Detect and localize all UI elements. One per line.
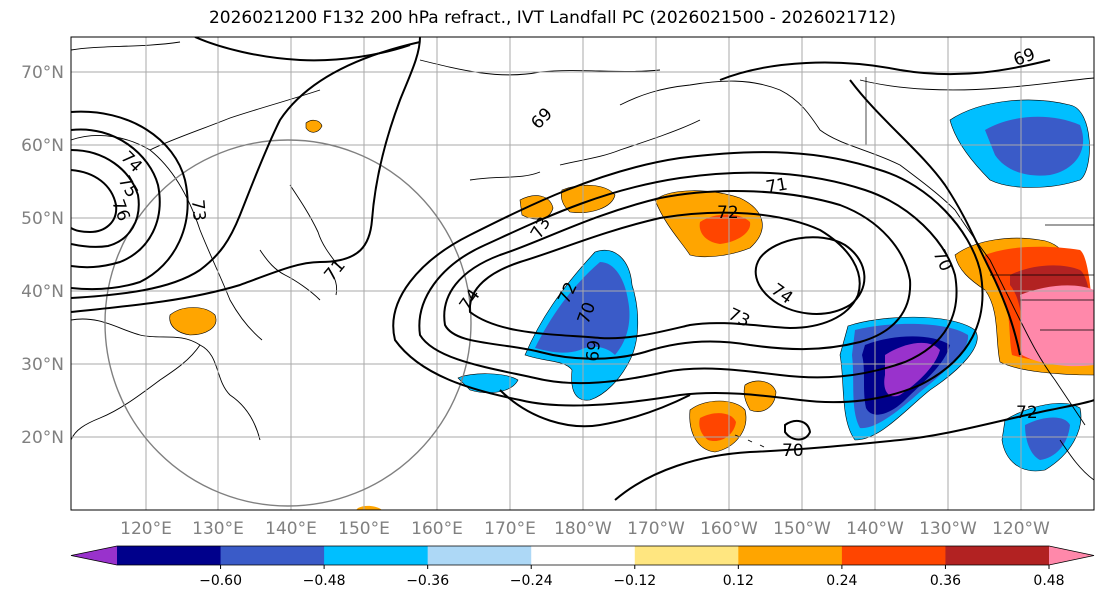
colorbar-extend-high <box>1049 546 1094 565</box>
lat-axis: 70°N 60°N 50°N 40°N 30°N 20°N <box>21 63 64 448</box>
negative-anomaly-region <box>535 262 630 355</box>
shaded-field <box>169 99 1094 510</box>
lon-axis: 120°E 130°E 140°E 150°E 160°E 170°E 180°… <box>120 519 1050 539</box>
colorbar-swatch <box>945 546 1050 565</box>
lon-tick-label: 150°W <box>773 519 831 539</box>
colorbar-outline <box>70 545 1095 566</box>
lat-tick-label: 20°N <box>21 428 64 448</box>
lon-tick-label: 160°W <box>700 519 758 539</box>
lon-tick-label: 130°E <box>192 519 244 539</box>
colorbar-extend-low <box>71 546 117 565</box>
colorbar-swatch <box>531 546 636 565</box>
reference-circle <box>104 139 472 507</box>
colorbar-tick-label: −0.60 <box>199 573 242 589</box>
map-border <box>70 36 1095 511</box>
colorbar-swatches <box>70 545 1095 566</box>
lon-tick-label: 180°W <box>554 519 612 539</box>
positive-anomaly-region <box>699 413 736 442</box>
positive-anomaly-region <box>356 505 382 510</box>
lon-tick-label: 140°E <box>265 519 317 539</box>
lon-tick-label: 140°W <box>846 519 904 539</box>
colorbar-tick-label: 0.12 <box>723 573 754 589</box>
map-title: 2026021200 F132 200 hPa refract., IVT La… <box>208 8 896 28</box>
lon-tick-label: 170°W <box>627 519 685 539</box>
negative-anomaly-region <box>1025 417 1070 460</box>
lon-tick-label: 120°W <box>992 519 1050 539</box>
colorbar: −0.60 −0.48 −0.36 −0.24 −0.12 0.12 0.24 0.36 0.4… <box>70 545 1095 589</box>
contour-label: 69 <box>583 339 605 362</box>
colorbar-tick-label: −0.24 <box>510 573 553 589</box>
colorbar-tick-label: −0.48 <box>303 573 346 589</box>
colorbar-swatch <box>427 546 532 565</box>
colorbar-swatch <box>117 546 222 565</box>
negative-anomaly-region <box>985 116 1084 176</box>
positive-anomaly-region <box>305 119 323 133</box>
positive-anomaly-region <box>1020 285 1094 367</box>
lon-tick-label: 120°E <box>120 519 172 539</box>
lat-tick-label: 70°N <box>21 63 64 83</box>
lat-tick-label: 30°N <box>21 355 64 375</box>
positive-anomaly-region <box>169 307 217 336</box>
contour-label: 72 <box>1016 403 1038 423</box>
lon-tick-label: 150°E <box>338 519 390 539</box>
colorbar-tick-label: 0.24 <box>826 573 857 589</box>
lon-tick-label: 160°E <box>411 519 463 539</box>
colorbar-tick-label: 0.36 <box>930 573 961 589</box>
positive-anomaly-region <box>699 214 751 244</box>
lon-tick-label: 170°E <box>484 519 536 539</box>
refractivity-contours <box>71 37 1094 501</box>
lat-tick-label: 50°N <box>21 209 64 229</box>
colorbar-swatch <box>324 546 429 565</box>
lat-tick-label: 40°N <box>21 282 64 302</box>
colorbar-swatch <box>220 546 325 565</box>
colorbar-swatch <box>738 546 843 565</box>
colorbar-ticks: −0.60 −0.48 −0.36 −0.24 −0.12 0.12 0.24 0.36 0.4… <box>199 565 1065 589</box>
colorbar-swatch <box>841 546 946 565</box>
negative-anomaly-region <box>884 342 940 397</box>
contour-label: 71 <box>764 174 789 197</box>
colorbar-tick-label: −0.12 <box>613 573 656 589</box>
contour-label: 72 <box>717 203 739 223</box>
contour-label: 70 <box>782 441 804 461</box>
colorbar-tick-label: −0.36 <box>406 573 449 589</box>
contour-label: 73 <box>187 199 209 222</box>
lon-tick-label: 130°W <box>919 519 977 539</box>
lat-tick-label: 60°N <box>21 136 64 156</box>
colorbar-swatch <box>634 546 739 565</box>
colorbar-tick-label: 0.48 <box>1033 573 1064 589</box>
